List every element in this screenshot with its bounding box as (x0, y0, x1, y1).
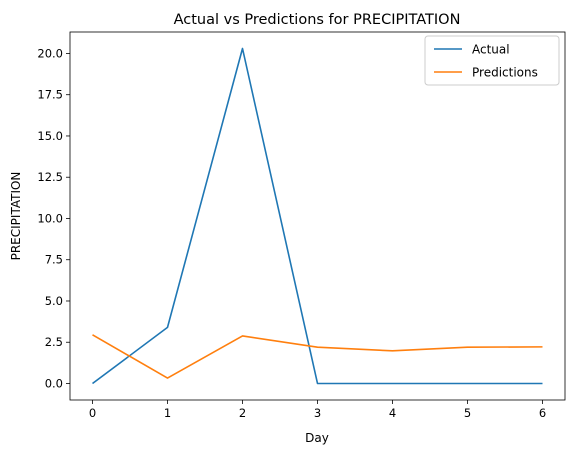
legend-label-actual: Actual (472, 43, 510, 57)
legend-label-predictions: Predictions (472, 66, 538, 80)
x-tick-label: 5 (464, 406, 471, 420)
x-tick-label: 0 (89, 406, 96, 420)
y-tick-label: 5.0 (45, 294, 63, 308)
chart-title: Actual vs Predictions for PRECIPITATION (174, 12, 461, 28)
x-tick-label: 2 (239, 406, 246, 420)
x-tick-label: 4 (389, 406, 396, 420)
y-axis: 0.0 2.5 5.0 7.5 10.0 12.5 15.0 17.5 20.0 (37, 46, 70, 390)
x-axis: 0 1 2 3 4 5 6 (89, 400, 546, 420)
y-tick-label: 17.5 (37, 88, 63, 102)
series-line-actual (92, 47, 543, 385)
y-tick-label: 20.0 (37, 46, 63, 60)
y-tick-label: 2.5 (45, 335, 63, 349)
x-tick-label: 6 (539, 406, 546, 420)
y-tick-label: 10.0 (37, 211, 63, 225)
series-lines (92, 47, 543, 385)
y-tick-label: 0.0 (45, 376, 63, 390)
y-tick-label: 15.0 (37, 129, 63, 143)
y-tick-label: 7.5 (45, 253, 63, 267)
x-axis-label: Day (305, 431, 329, 445)
legend: Actual Predictions (424, 35, 560, 86)
y-tick-label: 12.5 (37, 170, 63, 184)
y-axis-label: PRECIPITATION (9, 172, 23, 261)
x-tick-label: 3 (314, 406, 321, 420)
series-line-predictions (92, 334, 543, 379)
x-tick-label: 1 (164, 406, 171, 420)
